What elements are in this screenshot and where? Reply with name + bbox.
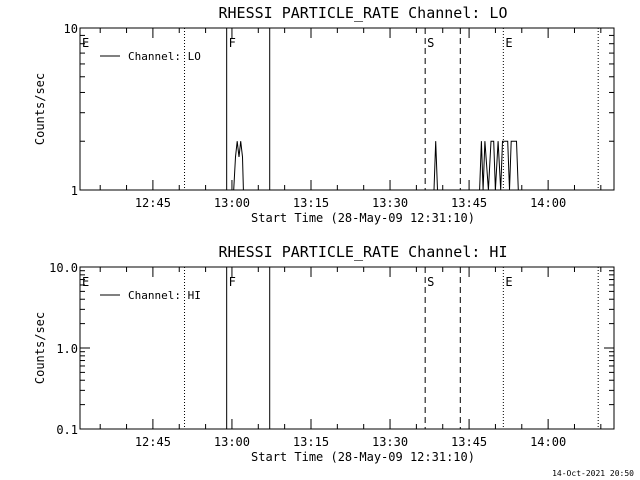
x-tick-label: 14:00 — [530, 435, 566, 449]
y-tick-label: 1 — [71, 184, 78, 198]
chart-panel-2: RHESSI PARTICLE_RATE Channel: HI Counts/s… — [33, 243, 615, 464]
x-tick-label: 13:15 — [293, 196, 329, 210]
legend-label: Channel: HI — [128, 289, 201, 302]
x-tick-label: 13:00 — [214, 435, 250, 449]
event-marker-label: E — [82, 36, 89, 50]
event-marker-label: S — [427, 275, 434, 289]
event-marker-label: F — [229, 275, 236, 289]
event-marker-label: F — [229, 36, 236, 50]
x-axis-label: Start Time (28-May-09 12:31:10) — [251, 450, 475, 464]
x-tick-label: 13:00 — [214, 196, 250, 210]
event-marker-label: E — [505, 275, 512, 289]
x-tick-label: 13:30 — [372, 196, 408, 210]
x-tick-label: 13:45 — [451, 435, 487, 449]
y-tick-label: 10 — [64, 22, 78, 36]
legend-label: Channel: LO — [128, 50, 201, 63]
series-line — [80, 140, 614, 191]
y-tick-label: 0.1 — [56, 423, 78, 437]
x-tick-label: 13:30 — [372, 435, 408, 449]
y-axis-label: Counts/sec — [33, 312, 47, 384]
x-tick-label: 14:00 — [530, 196, 566, 210]
event-marker-label: E — [82, 275, 89, 289]
x-tick-label: 12:45 — [135, 196, 171, 210]
plot-timestamp: 14-Oct-2021 20:50 — [552, 469, 634, 478]
x-tick-label: 13:45 — [451, 196, 487, 210]
chart-panel-1: RHESSI PARTICLE_RATE Channel: LO Counts/s… — [33, 4, 615, 225]
event-marker-label: E — [505, 36, 512, 50]
chart-title: RHESSI PARTICLE_RATE Channel: HI — [219, 243, 508, 261]
y-tick-label: 1.0 — [56, 342, 78, 356]
event-marker-label: S — [427, 36, 434, 50]
chart-title: RHESSI PARTICLE_RATE Channel: LO — [219, 4, 508, 22]
x-tick-label: 12:45 — [135, 435, 171, 449]
x-tick-label: 13:15 — [293, 435, 329, 449]
y-axis-label: Counts/sec — [33, 73, 47, 145]
y-tick-label: 10.0 — [49, 261, 78, 275]
x-axis-label: Start Time (28-May-09 12:31:10) — [251, 211, 475, 225]
